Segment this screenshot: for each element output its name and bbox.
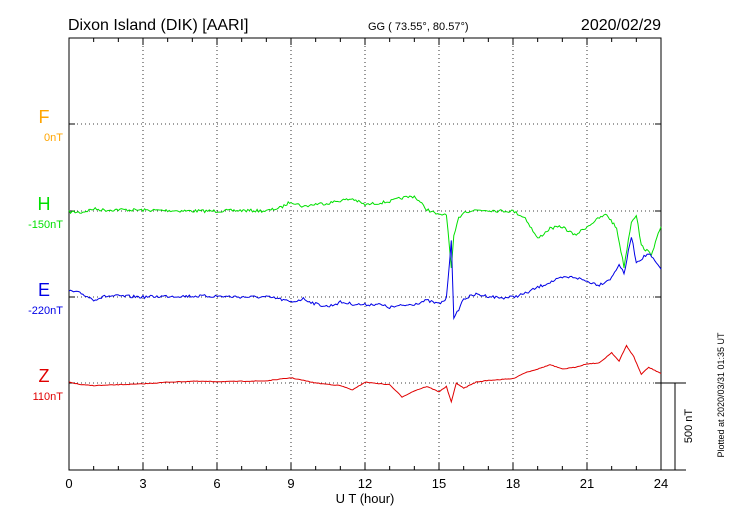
component-baseline-f: 0nT <box>44 132 63 144</box>
scale-bar: 500 nT <box>661 382 695 471</box>
station-title: Dixon Island (DIK) [AARI] <box>68 17 249 34</box>
x-tick-label: 9 <box>287 476 294 491</box>
component-letter-e: E <box>38 280 50 300</box>
component-baseline-z: 110nT <box>33 391 64 403</box>
x-tick-label: 0 <box>65 476 72 491</box>
grid-lines <box>69 38 661 470</box>
plotted-timestamp: Plotted at 2020/03/31 01:35 UT <box>716 332 726 458</box>
component-letter-h: H <box>38 194 51 214</box>
plot-date: 2020/02/29 <box>581 17 661 34</box>
x-tick-label: 3 <box>139 476 146 491</box>
component-baseline-h: -150nT <box>28 219 63 231</box>
trace-e <box>68 237 662 321</box>
station-coordinates: GG ( 73.55°, 80.57°) <box>368 21 469 33</box>
x-tick-label: 18 <box>506 476 520 491</box>
component-letter-z: Z <box>39 366 50 386</box>
trace-z <box>68 344 662 404</box>
scale-bar-label: 500 nT <box>683 409 695 444</box>
x-tick-labels: 0 3 6 9 12 15 18 21 24 <box>65 476 668 491</box>
x-axis-label: U T (hour) <box>336 491 395 506</box>
x-tick-label: 21 <box>580 476 594 491</box>
component-baseline-e: -220nT <box>28 305 63 317</box>
x-tick-label: 12 <box>358 476 372 491</box>
component-letter-f: F <box>39 107 50 127</box>
component-labels: F 0nT H -150nT E -220nT Z 110nT <box>28 107 63 403</box>
x-tick-label: 15 <box>432 476 446 491</box>
trace-h <box>68 195 662 268</box>
axis-ticks <box>68 38 662 470</box>
x-tick-label: 6 <box>213 476 220 491</box>
data-traces <box>68 195 662 404</box>
x-tick-label: 24 <box>654 476 668 491</box>
